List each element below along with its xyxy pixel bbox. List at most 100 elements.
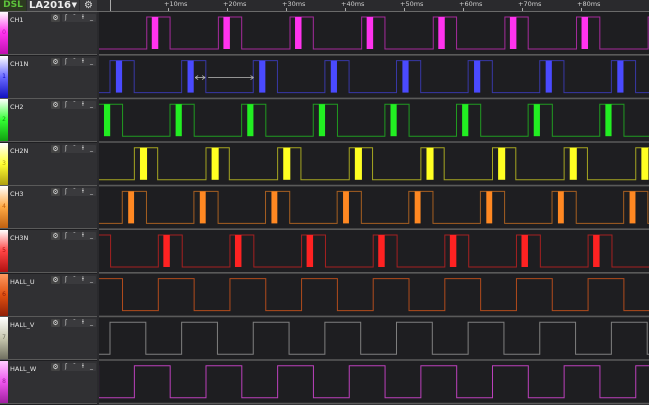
falling-edge-icon[interactable]: ɫ bbox=[81, 362, 85, 370]
channel-name[interactable]: CH3N bbox=[10, 234, 29, 242]
high-level-icon[interactable]: ¯ bbox=[72, 188, 76, 196]
falling-edge-icon[interactable]: ɫ bbox=[81, 319, 85, 327]
channel-color-strip[interactable]: 3 bbox=[0, 142, 8, 185]
channel-color-strip[interactable]: 1 bbox=[0, 55, 8, 98]
low-level-icon[interactable]: _ bbox=[90, 144, 93, 152]
pwm-burst bbox=[175, 104, 182, 137]
rising-edge-icon[interactable]: ʃ bbox=[64, 57, 67, 65]
rising-edge-icon[interactable]: ʃ bbox=[64, 362, 67, 370]
channel-row-ch3[interactable]: 4 CH3 ⚙ ʃ ¯ ɫ _ bbox=[0, 186, 97, 230]
high-level-icon[interactable]: ¯ bbox=[72, 232, 76, 239]
rising-edge-icon[interactable]: ʃ bbox=[64, 14, 67, 21]
channel-name[interactable]: CH1 bbox=[10, 16, 24, 24]
channel-settings-button[interactable]: ⚙ bbox=[51, 101, 60, 110]
falling-edge-icon[interactable]: ɫ bbox=[81, 14, 85, 21]
trigger-selector[interactable]: ʃ ¯ ɫ _ bbox=[62, 232, 96, 240]
channel-color-strip[interactable]: 4 bbox=[0, 186, 8, 229]
waveform-area[interactable] bbox=[99, 12, 649, 405]
channel-row-ch2n[interactable]: 3 CH2N ⚙ ʃ ¯ ɫ _ bbox=[0, 142, 97, 186]
panel-divider[interactable] bbox=[97, 12, 99, 405]
channel-row-ch2[interactable]: 2 CH2 ⚙ ʃ ¯ ɫ _ bbox=[0, 99, 97, 143]
device-settings-button[interactable]: ⚙ bbox=[80, 0, 97, 11]
channel-color-strip[interactable]: 0 bbox=[0, 12, 8, 54]
pwm-burst bbox=[151, 17, 159, 49]
channel-row-hall_u[interactable]: 6 HALL_U ⚙ ʃ ¯ ɫ _ bbox=[0, 273, 97, 317]
trigger-selector[interactable]: ʃ ¯ ɫ _ bbox=[62, 362, 96, 371]
channel-row-ch1n[interactable]: 1 CH1N ⚙ ʃ ¯ ɫ _ bbox=[0, 55, 97, 99]
ruler-tick-mark bbox=[168, 8, 169, 11]
channel-name[interactable]: CH2N bbox=[10, 146, 29, 155]
high-level-icon[interactable]: ¯ bbox=[72, 144, 76, 152]
trigger-selector[interactable]: ʃ ¯ ɫ _ bbox=[62, 101, 96, 110]
high-level-icon[interactable]: ¯ bbox=[72, 14, 76, 21]
falling-edge-icon[interactable]: ɫ bbox=[81, 188, 85, 196]
falling-edge-icon[interactable]: ɫ bbox=[81, 232, 85, 239]
low-level-icon[interactable]: _ bbox=[90, 319, 93, 327]
pwm-burst bbox=[426, 147, 434, 180]
trigger-selector[interactable]: ʃ ¯ ɫ _ bbox=[62, 144, 96, 153]
channel-name[interactable]: HALL_V bbox=[10, 321, 35, 330]
gear-icon: ⚙ bbox=[52, 275, 59, 284]
trigger-selector[interactable]: ʃ ¯ ɫ _ bbox=[62, 14, 96, 22]
trigger-selector[interactable]: ʃ ¯ ɫ _ bbox=[62, 57, 96, 66]
device-selector[interactable]: LA2016 ▼ bbox=[27, 0, 79, 11]
rising-edge-icon[interactable]: ʃ bbox=[64, 101, 67, 109]
ruler-tick-mark bbox=[522, 8, 523, 11]
gear-icon: ⚙ bbox=[52, 57, 59, 66]
low-level-icon[interactable]: _ bbox=[90, 362, 93, 370]
channel-name[interactable]: CH2 bbox=[10, 103, 24, 112]
measurement-cursor[interactable] bbox=[194, 75, 254, 80]
trigger-selector[interactable]: ʃ ¯ ɫ _ bbox=[62, 319, 96, 328]
channel-row-hall_w[interactable]: 8 HALL_W ⚙ ʃ ¯ ɫ _ bbox=[0, 360, 97, 404]
high-level-icon[interactable]: ¯ bbox=[72, 275, 76, 283]
channel-color-strip[interactable]: 5 bbox=[0, 230, 8, 272]
channel-settings-button[interactable]: ⚙ bbox=[51, 362, 60, 371]
channel-settings-button[interactable]: ⚙ bbox=[51, 14, 60, 22]
channel-color-strip[interactable]: 2 bbox=[0, 99, 8, 142]
trigger-selector[interactable]: ʃ ¯ ɫ _ bbox=[62, 275, 96, 284]
channel-row-ch1[interactable]: 0 CH1 ⚙ ʃ ¯ ɫ _ bbox=[0, 12, 97, 55]
waveform-hall_v bbox=[99, 321, 649, 355]
rising-edge-icon[interactable]: ʃ bbox=[64, 232, 67, 239]
rising-edge-icon[interactable]: ʃ bbox=[64, 144, 67, 152]
low-level-icon[interactable]: _ bbox=[90, 57, 93, 65]
time-ruler[interactable]: +10ms +20ms +30ms +40ms +50ms +60ms +70ms +80ms bbox=[99, 0, 649, 11]
rising-edge-icon[interactable]: ʃ bbox=[64, 319, 67, 327]
channel-settings-button[interactable]: ⚙ bbox=[51, 188, 60, 197]
low-level-icon[interactable]: _ bbox=[90, 14, 93, 21]
pwm-burst bbox=[402, 60, 409, 93]
low-level-icon[interactable]: _ bbox=[90, 101, 93, 109]
channel-row-ch3n[interactable]: 5 CH3N ⚙ ʃ ¯ ɫ _ bbox=[0, 230, 97, 273]
high-level-icon[interactable]: ¯ bbox=[72, 362, 76, 370]
rising-edge-icon[interactable]: ʃ bbox=[64, 188, 67, 196]
waveform-ch3n bbox=[99, 234, 649, 268]
channel-row-hall_v[interactable]: 7 HALL_V ⚙ ʃ ¯ ɫ _ bbox=[0, 317, 97, 361]
channel-settings-button[interactable]: ⚙ bbox=[51, 319, 60, 328]
falling-edge-icon[interactable]: ɫ bbox=[81, 101, 85, 109]
low-level-icon[interactable]: _ bbox=[90, 188, 93, 196]
channel-name[interactable]: CH3 bbox=[10, 190, 24, 199]
rising-edge-icon[interactable]: ʃ bbox=[64, 275, 67, 283]
high-level-icon[interactable]: ¯ bbox=[72, 57, 76, 65]
trigger-selector[interactable]: ʃ ¯ ɫ _ bbox=[62, 188, 96, 197]
pwm-burst bbox=[509, 17, 517, 49]
high-level-icon[interactable]: ¯ bbox=[72, 101, 76, 109]
channel-settings-button[interactable]: ⚙ bbox=[51, 57, 60, 66]
falling-edge-icon[interactable]: ɫ bbox=[81, 57, 85, 65]
channel-name[interactable]: CH1N bbox=[10, 59, 29, 68]
channel-name[interactable]: HALL_W bbox=[10, 364, 37, 373]
channel-name[interactable]: HALL_U bbox=[10, 277, 35, 286]
channel-index: 0 bbox=[2, 29, 6, 36]
falling-edge-icon[interactable]: ɫ bbox=[81, 275, 85, 283]
low-level-icon[interactable]: _ bbox=[90, 232, 93, 239]
channel-color-strip[interactable]: 7 bbox=[0, 317, 8, 360]
falling-edge-icon[interactable]: ɫ bbox=[81, 144, 85, 152]
channel-settings-button[interactable]: ⚙ bbox=[51, 275, 60, 284]
channel-color-strip[interactable]: 6 bbox=[0, 273, 8, 316]
ruler-tick-mark bbox=[227, 8, 228, 11]
channel-settings-button[interactable]: ⚙ bbox=[51, 232, 60, 240]
high-level-icon[interactable]: ¯ bbox=[72, 319, 76, 327]
low-level-icon[interactable]: _ bbox=[90, 275, 93, 283]
channel-color-strip[interactable]: 8 bbox=[0, 360, 8, 403]
channel-settings-button[interactable]: ⚙ bbox=[51, 144, 60, 153]
